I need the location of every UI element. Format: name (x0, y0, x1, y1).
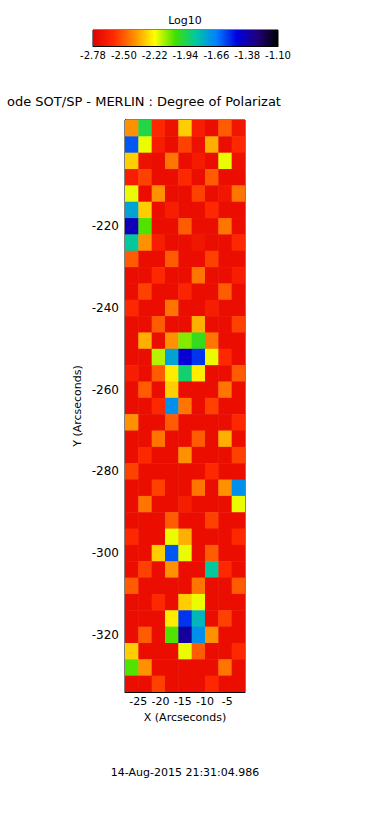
svg-text:-2.22: -2.22 (142, 50, 168, 61)
svg-text:-280: -280 (92, 464, 119, 478)
svg-text:Y (Arcseconds): Y (Arcseconds) (71, 365, 84, 448)
svg-text:-15: -15 (174, 695, 192, 708)
svg-text:-300: -300 (92, 546, 119, 560)
svg-text:-240: -240 (92, 301, 119, 315)
svg-text:ode SOT/SP - MERLIN : Degree o: ode SOT/SP - MERLIN : Degree of Polariza… (7, 94, 281, 109)
svg-text:-260: -260 (92, 383, 119, 397)
svg-text:X (Arcseconds): X (Arcseconds) (144, 711, 226, 724)
svg-text:-10: -10 (196, 695, 214, 708)
svg-text:Log10: Log10 (168, 14, 202, 27)
svg-text:-320: -320 (92, 628, 119, 642)
svg-text:-1.38: -1.38 (234, 50, 260, 61)
svg-text:-5: -5 (222, 695, 233, 708)
svg-text:-2.78: -2.78 (80, 50, 106, 61)
svg-text:-20: -20 (152, 695, 170, 708)
svg-text:14-Aug-2015 21:31:04.986: 14-Aug-2015 21:31:04.986 (111, 766, 260, 779)
svg-text:-2.50: -2.50 (111, 50, 137, 61)
svg-text:-1.66: -1.66 (203, 50, 229, 61)
svg-text:-220: -220 (92, 219, 119, 233)
svg-text:-25: -25 (129, 695, 147, 708)
svg-text:-1.10: -1.10 (265, 50, 291, 61)
svg-text:-1.94: -1.94 (173, 50, 199, 61)
